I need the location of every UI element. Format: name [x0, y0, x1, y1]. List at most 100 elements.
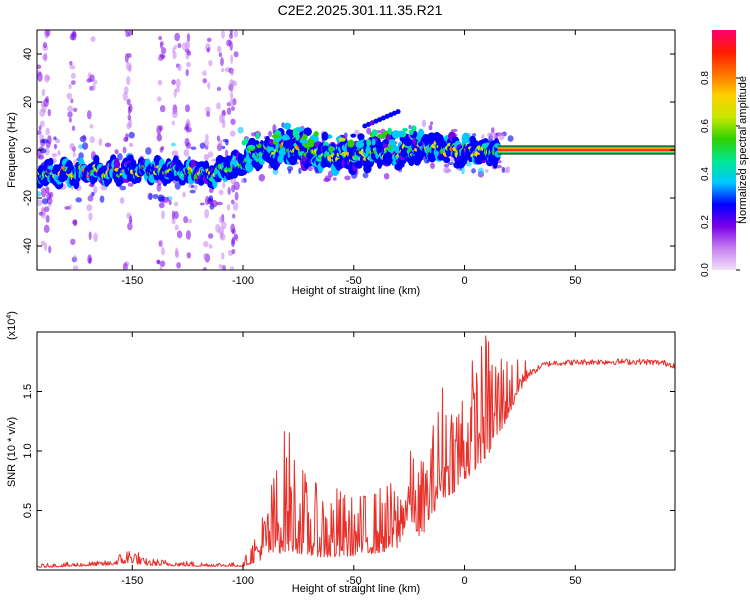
- spectrogram-noise-cell: [491, 127, 495, 134]
- spectrogram-noise-cell: [220, 57, 224, 67]
- spectrogram-blob: [322, 145, 329, 151]
- spectrogram-noise-cell: [181, 42, 188, 51]
- spectrogram-noise-cell: [307, 166, 313, 172]
- spectrogram-noise-cell: [122, 91, 128, 101]
- spectrogram-noise-cell: [408, 124, 412, 130]
- spectrogram-noise-cell: [216, 102, 221, 110]
- spectrogram-blob: [411, 125, 417, 132]
- spectrogram-noise-cell: [39, 134, 44, 140]
- spectrogram-noise-cell: [230, 70, 234, 76]
- spectrogram-x-tick-label: 0: [461, 275, 467, 287]
- spectrogram-noise-cell: [48, 245, 52, 254]
- spectrogram-noise-cell: [173, 211, 179, 220]
- spectrogram-noise-cell: [72, 107, 78, 112]
- spectrogram-noise-cell: [231, 199, 235, 205]
- spectrogram-blob: [321, 131, 329, 141]
- spectrogram-noise-cell: [90, 36, 96, 42]
- spectrogram-blob: [338, 137, 346, 142]
- spectrogram-noise-cell: [127, 182, 134, 187]
- spectrogram-noise-cell: [81, 142, 89, 150]
- spectrogram-noise-cell: [221, 145, 226, 150]
- spectrogram-ridge-halo: [78, 157, 84, 166]
- spectrogram-noise-cell: [332, 177, 337, 181]
- spectrogram-noise-cell: [204, 208, 210, 219]
- spectrogram-noise-cell: [175, 87, 181, 93]
- spectrogram-noise-cell: [186, 33, 191, 42]
- spectrogram-blob: [253, 140, 260, 145]
- spectrogram-noise-cell: [465, 161, 472, 167]
- spectrogram-blob: [328, 146, 334, 153]
- spectrogram-noise-cell: [205, 133, 209, 141]
- spectrogram-noise-cell: [366, 127, 372, 135]
- spectrogram-noise-cell: [123, 86, 129, 95]
- spectrogram-noise-cell: [183, 148, 190, 157]
- spectrogram-noise-cell: [37, 130, 42, 135]
- spectrogram-blob: [385, 133, 391, 140]
- spectrogram-noise-cell: [119, 185, 127, 191]
- colorbar-label: Normalized spectral amplitude: [737, 76, 749, 224]
- spectrogram-ridge-cell: [244, 157, 253, 162]
- spectrogram-noise-cell: [173, 201, 179, 207]
- spectrogram-noise-cell: [199, 202, 205, 206]
- chart-title: C2E2.2025.301.11.35.R21: [278, 2, 443, 18]
- spectrogram-noise-cell: [208, 233, 214, 239]
- spectrogram-noise-cell: [78, 144, 83, 149]
- snr-x-ticks: -150 -100 -50 0 50: [121, 332, 581, 587]
- spectrogram-noise-cell: [218, 189, 224, 196]
- spectrogram-noise-cell: [157, 79, 163, 86]
- spectrogram-noise-cell: [219, 233, 226, 241]
- spectrogram-noise-cell: [233, 51, 239, 58]
- colorbar-ticks: 0.0 0.2 0.4 0.6 0.8: [700, 71, 740, 277]
- snr-y-tick-label: 1.0: [22, 443, 34, 458]
- spectrogram-noise-cell: [220, 68, 225, 73]
- snr-y-axis-label: SNR (10 * v/v): [6, 417, 18, 487]
- spectrogram-noise-cell: [104, 142, 112, 148]
- spectrogram-noise-cell: [218, 216, 223, 224]
- spectrogram-noise-cell: [208, 244, 213, 249]
- spectrogram-noise-cell: [498, 132, 505, 141]
- spectrogram-noise-cell: [67, 105, 74, 113]
- spectrogram-noise-cell: [67, 111, 73, 118]
- spectrogram-noise-cell: [344, 175, 351, 181]
- spectrogram-noise-cell: [199, 142, 206, 149]
- spectrogram-noise-cell: [45, 186, 50, 194]
- spectrogram-noise-cell: [489, 132, 497, 140]
- spectrogram-blob: [313, 131, 319, 137]
- spectrogram-noise-cell: [55, 138, 61, 144]
- spectrogram-noise-cell: [53, 143, 58, 150]
- snr-x-tick-label: -150: [121, 575, 143, 587]
- spectrogram-noise-cell: [203, 240, 209, 248]
- spectrogram-noise-cell: [240, 178, 245, 184]
- spectrogram-noise-cell: [174, 224, 179, 231]
- spectrogram-noise-cell: [176, 262, 181, 269]
- spectrogram-noise-cell: [99, 195, 105, 203]
- spectrogram-blob: [357, 133, 365, 141]
- spectrogram-blob: [355, 140, 365, 149]
- spectrogram-blob: [294, 129, 299, 135]
- spectrogram-noise-cell: [216, 135, 220, 142]
- spectrogram-noise-cell: [57, 150, 61, 156]
- spectrogram-noise-cell: [41, 198, 49, 205]
- spectrogram-noise-cell: [71, 125, 76, 132]
- spectrogram-noise-cell: [229, 99, 235, 107]
- spectrogram-noise-cell: [66, 92, 73, 100]
- spectrogram-noise-cell: [72, 255, 78, 262]
- spectrogram-noise-cell: [44, 206, 50, 213]
- spectrogram-noise-cell: [229, 130, 236, 137]
- spectrogram-noise-cell: [43, 52, 48, 62]
- spectrogram-noise-cell: [231, 238, 235, 248]
- spectrogram-noise-cell: [93, 79, 98, 85]
- spectrogram-noise-cell: [37, 191, 42, 197]
- spectrogram-y-tick-label: 40: [22, 48, 34, 60]
- spectrogram-noise-cell: [229, 30, 233, 36]
- snr-x-tick-label: 50: [569, 575, 581, 587]
- spectrogram-noise-cell: [173, 45, 177, 50]
- spectrogram-noise-cell: [224, 149, 229, 158]
- spectrogram-noise-cell: [220, 221, 227, 230]
- spectrogram-blob: [402, 127, 408, 132]
- spectrogram-noise-cell: [41, 138, 49, 144]
- spectrogram-noise-cell: [185, 142, 192, 149]
- spectrogram-noise-cell: [38, 211, 43, 216]
- spectrogram-noise-cell: [430, 121, 434, 126]
- spectrogram-x-ticks: -150 -100 -50 0 50: [121, 30, 581, 287]
